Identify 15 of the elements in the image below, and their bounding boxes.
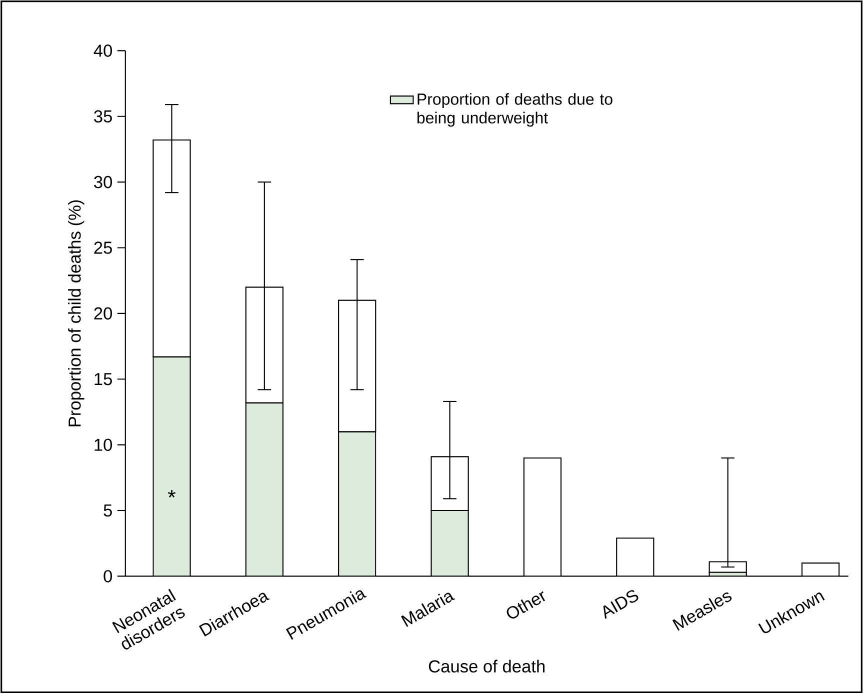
y-axis-title: Proportion of child deaths (%) [68, 200, 84, 426]
x-tick-label: AIDS [603, 590, 638, 620]
y-tick-label: 15 [94, 373, 112, 386]
y-tick-label: 20 [94, 308, 112, 320]
y-tick-label: 10 [94, 438, 112, 452]
y-tick-label: 0 [104, 570, 112, 583]
x-tick-label: Other [506, 591, 546, 619]
y-tick-label: 30 [94, 176, 112, 188]
y-tick-label: 25 [94, 242, 112, 254]
annotation: * [168, 490, 176, 498]
x-axis-title: Cause of death [428, 660, 545, 673]
y-tick-label: 40 [94, 44, 112, 58]
legend-label: Proportion of deaths due to being underweight [417, 93, 612, 127]
y-tick-label: 5 [104, 504, 112, 517]
y-tick-label: 35 [94, 110, 112, 123]
